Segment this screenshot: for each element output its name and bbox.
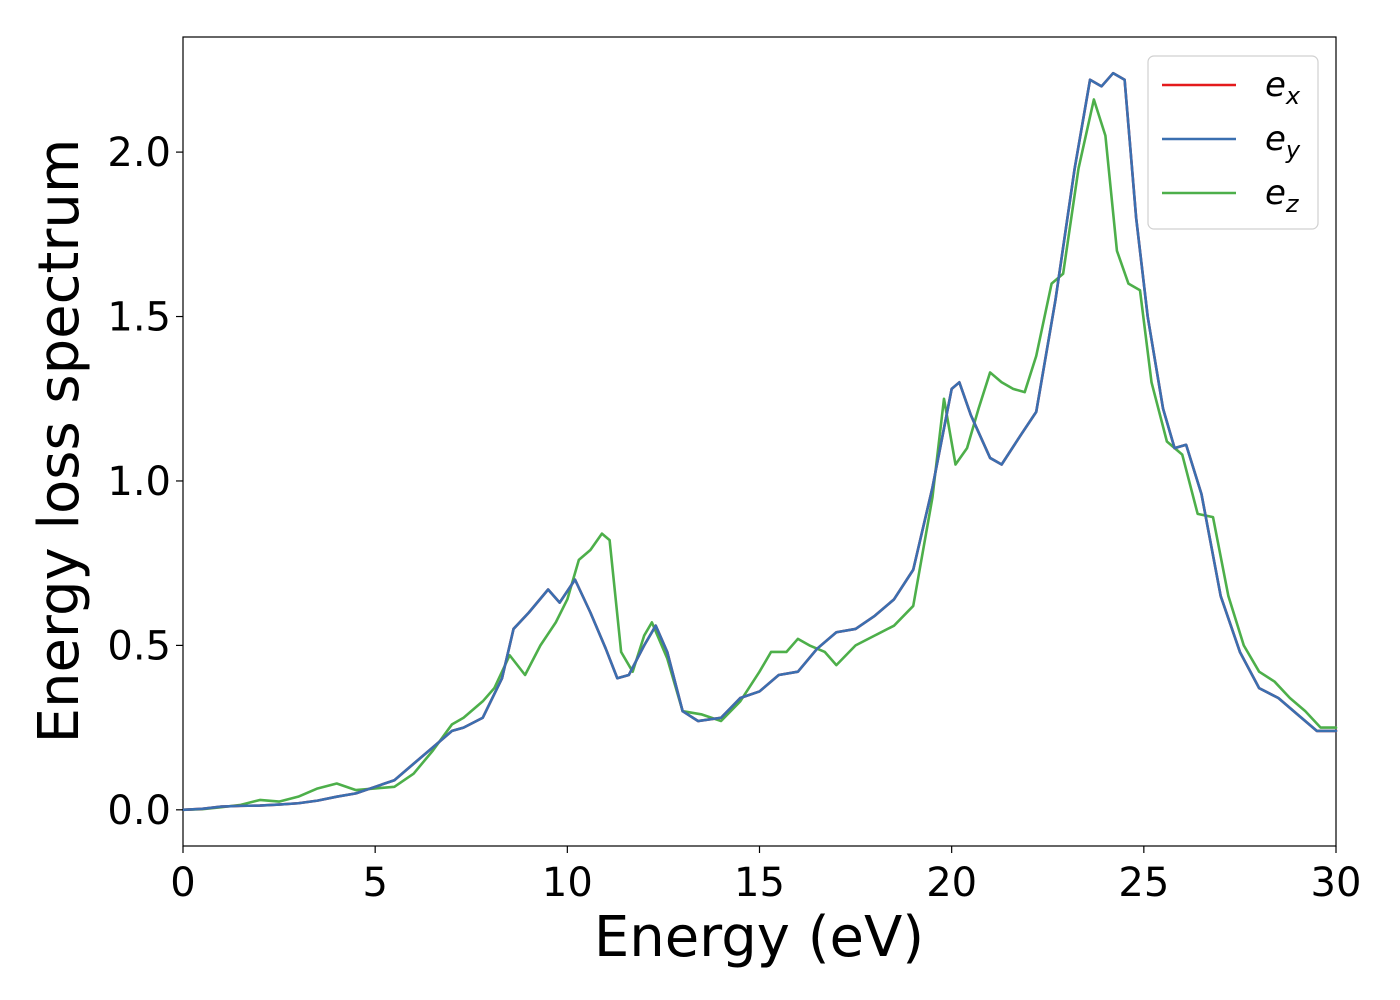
x-axis-label: Energy (eV) xyxy=(594,905,924,970)
x-tick-label: 10 xyxy=(542,860,593,906)
plot-frame xyxy=(182,36,1337,847)
legend-label-y: ey xyxy=(1265,119,1301,164)
legend-label-z: ez xyxy=(1265,173,1300,218)
y-axis-ticks: 0.0 0.5 1.0 1.5 2.0 xyxy=(107,130,183,834)
y-tick-label: 1.5 xyxy=(107,295,171,341)
x-tick-label: 30 xyxy=(1311,860,1362,906)
y-tick-label: 0.0 xyxy=(107,788,171,834)
legend-label-subscript: x xyxy=(1285,82,1301,110)
legend-label-base: e xyxy=(1265,65,1286,105)
legend-label-subscript: z xyxy=(1285,190,1300,218)
y-tick-label: 0.5 xyxy=(107,623,171,669)
legend-box xyxy=(1147,55,1319,230)
legend-label-x: ex xyxy=(1265,65,1301,110)
x-tick-label: 15 xyxy=(734,860,785,906)
legend-label-base: e xyxy=(1265,173,1286,213)
y-tick-label: 1.0 xyxy=(107,459,171,505)
series-layer xyxy=(181,71,1338,812)
x-tick-label: 5 xyxy=(362,860,387,906)
legend-label-subscript: y xyxy=(1285,136,1301,164)
series-line-z xyxy=(181,98,1338,812)
x-tick-label: 25 xyxy=(1118,860,1169,906)
legend-label-base: e xyxy=(1265,119,1286,159)
x-tick-label: 0 xyxy=(170,860,195,906)
series-line-y xyxy=(181,71,1338,812)
x-tick-label: 20 xyxy=(926,860,977,906)
plot-area xyxy=(182,36,1337,847)
y-tick-label: 2.0 xyxy=(107,130,171,176)
y-axis-label: Energy loss spectrum xyxy=(27,139,92,744)
x-axis-ticks: 0 5 10 15 20 25 30 xyxy=(170,846,1361,906)
